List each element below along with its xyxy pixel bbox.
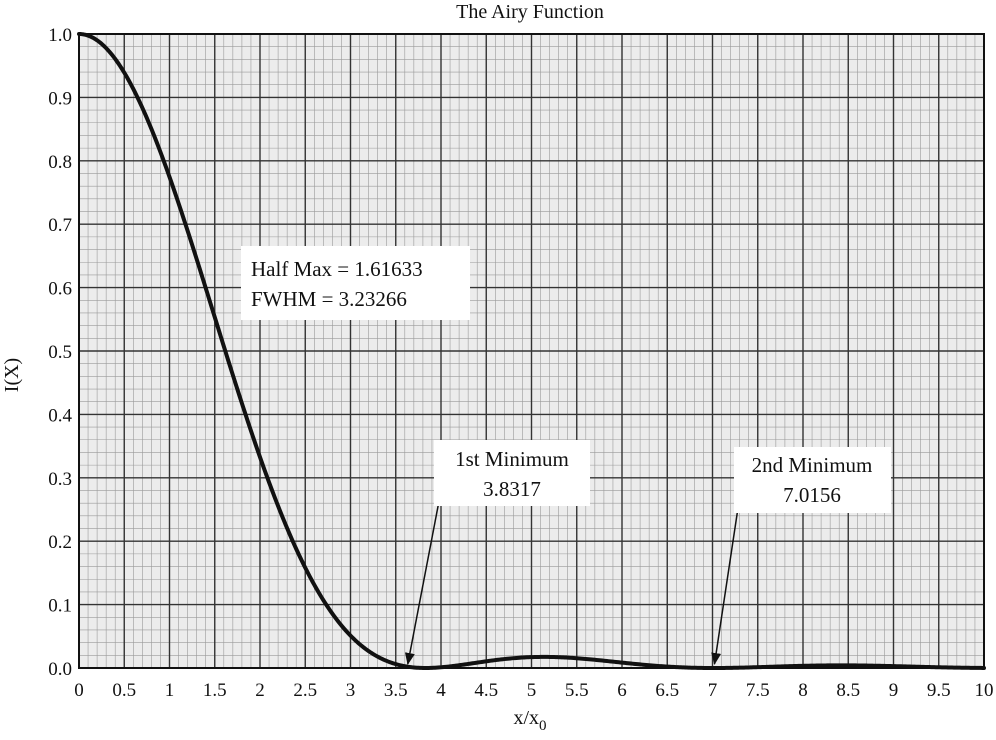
chart-title: The Airy Function: [456, 1, 604, 23]
second-minimum-annotation-box: [734, 447, 891, 513]
first-minimum-value: 3.8317: [483, 477, 541, 501]
second-minimum-label: 2nd Minimum: [752, 453, 873, 477]
annotations: Half Max = 1.61633 FWHM = 3.23266 1st Mi…: [241, 246, 891, 665]
x-tick-label: 7: [708, 680, 718, 701]
first-minimum-annotation: 1st Minimum 3.8317: [434, 440, 590, 506]
x-tick-label: 0.5: [112, 680, 136, 701]
airy-curve: [77, 32, 986, 670]
plot-frame: [78, 33, 985, 669]
y-tick-label: 0.0: [48, 659, 72, 680]
x-axis-tick-labels: 0 0.5 1 1.5 2 2.5 3 3.5 4 4.5 5 5.5 6 6.5 7 7.5 8 8.5 9 9.5…: [74, 680, 993, 701]
x-tick-label: 8: [798, 680, 808, 701]
x-tick-label: 7.5: [746, 680, 770, 701]
x-tick-label: 8.5: [836, 680, 860, 701]
first-minimum-label: 1st Minimum: [455, 447, 569, 471]
x-tick-label: 3: [346, 680, 356, 701]
x-tick-label: 9.5: [927, 680, 951, 701]
half-max-annotation: Half Max = 1.61633 FWHM = 3.23266: [241, 246, 470, 320]
half-max-annotation-box: [241, 246, 470, 320]
y-tick-label: 0.1: [48, 596, 72, 617]
x-axis-label: x/x0: [513, 707, 546, 734]
y-tick-label: 0.5: [48, 342, 72, 363]
y-axis-tick-labels: 0.0 0.1 0.2 0.3 0.4 0.5 0.6 0.7 0.8 0.9 1.0: [48, 25, 72, 680]
y-tick-label: 0.7: [48, 215, 72, 236]
y-tick-label: 0.2: [48, 532, 72, 553]
x-tick-label: 10: [975, 680, 994, 701]
x-tick-label: 4: [436, 680, 446, 701]
half-max-label: Half Max = 1.61633: [251, 257, 423, 281]
y-tick-label: 0.9: [48, 88, 72, 109]
x-tick-label: 2: [255, 680, 265, 701]
x-tick-label: 9: [889, 680, 899, 701]
y-tick-label: 0.3: [48, 469, 72, 490]
second-minimum-annotation: 2nd Minimum 7.0156: [734, 447, 891, 513]
second-minimum-value: 7.0156: [783, 483, 841, 507]
y-tick-label: 1.0: [48, 25, 72, 46]
x-tick-label: 6.5: [655, 680, 679, 701]
x-tick-label: 5.5: [565, 680, 589, 701]
y-tick-label: 0.8: [48, 152, 72, 173]
y-tick-label: 0.6: [48, 279, 72, 300]
first-minimum-annotation-box: [434, 440, 590, 506]
x-tick-label: 1: [165, 680, 175, 701]
x-tick-label: 3.5: [384, 680, 408, 701]
y-axis-label: I(X): [1, 358, 23, 392]
x-axis-label-subscript: 0: [539, 718, 547, 734]
x-axis-label-main: x/x: [513, 707, 539, 729]
first-minimum-arrow: [404, 495, 441, 665]
x-tick-label: 1.5: [203, 680, 227, 701]
x-tick-label: 5: [527, 680, 537, 701]
y-tick-label: 0.4: [48, 405, 72, 426]
grid-major: [78, 33, 985, 669]
x-tick-label: 0: [74, 680, 84, 701]
x-tick-label: 2.5: [293, 680, 317, 701]
second-minimum-arrow: [711, 507, 739, 665]
x-tick-label: 4.5: [474, 680, 498, 701]
x-tick-label: 6: [617, 680, 627, 701]
fwhm-label: FWHM = 3.23266: [251, 287, 407, 311]
